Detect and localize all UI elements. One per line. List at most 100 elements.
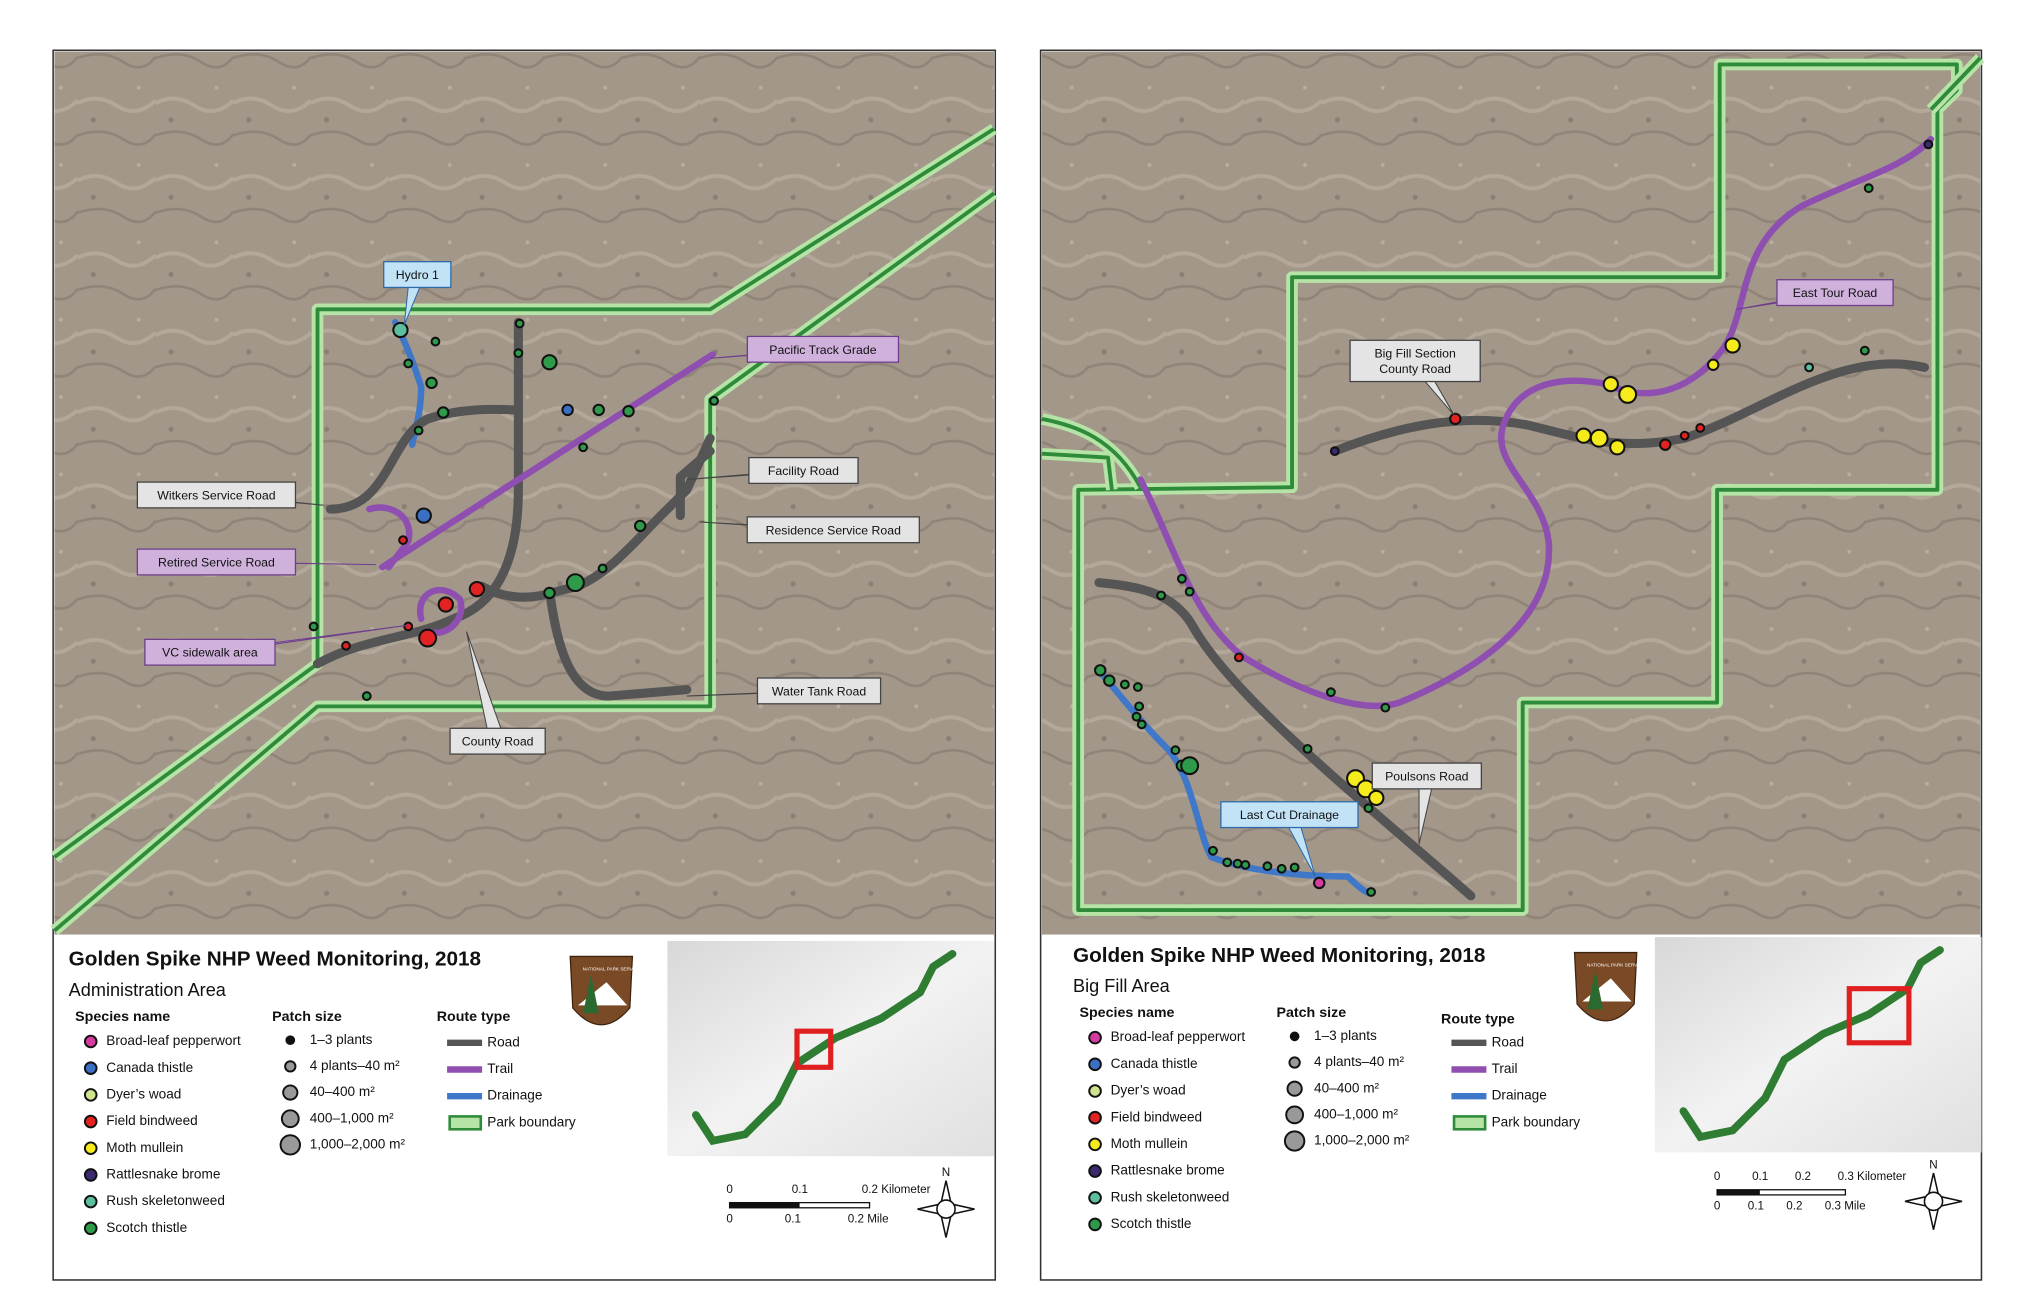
weed-patch: [308, 621, 319, 632]
callout-label: VC sidewalk area: [162, 646, 258, 660]
legend-size: [285, 1035, 296, 1046]
legend-label: Moth mullein: [106, 1140, 183, 1155]
scale-label: 0.3 Mile: [1825, 1200, 1866, 1213]
weed-patch: [1262, 861, 1273, 872]
callout-label: County Road: [1379, 362, 1451, 376]
inset-park: [1679, 946, 1944, 1142]
park-boundary: [53, 127, 996, 859]
legend-label: Trail: [487, 1061, 513, 1076]
weed-patch: [468, 580, 486, 598]
legend-heading: Patch size: [1276, 1005, 1346, 1021]
inset-extent: [794, 1028, 834, 1070]
legend-size: [1289, 1031, 1300, 1042]
weed-patch: [1804, 362, 1815, 373]
legend-swatch: [83, 1088, 98, 1102]
legend-size: [1283, 1130, 1306, 1152]
weed-patch: [1313, 876, 1326, 890]
legend-swatch: [1088, 1217, 1102, 1232]
weed-patch: [633, 519, 647, 533]
weed-patch: [597, 563, 608, 574]
weed-patch: [1706, 358, 1720, 371]
weed-patch: [418, 628, 438, 648]
weed-patch: [1180, 756, 1200, 776]
legend-size: [282, 1084, 299, 1101]
legend-label: Park boundary: [487, 1114, 576, 1129]
legend-label: Drainage: [487, 1088, 542, 1103]
legend-label: 1,000–2,000 m²: [310, 1136, 406, 1151]
legend-swatch: [83, 1061, 98, 1075]
weed-patch: [1589, 428, 1609, 448]
park-boundary: [53, 191, 996, 933]
weed-patch: [403, 358, 414, 369]
legend-swatch: [1452, 1115, 1487, 1131]
legend-label: Scotch thistle: [106, 1220, 187, 1235]
weed-patch: [437, 596, 454, 613]
inset-park: [692, 949, 957, 1146]
legend-label: 1,000–2,000 m²: [1314, 1133, 1410, 1148]
callout-box: [1349, 339, 1481, 383]
legend-label: Road: [1492, 1034, 1525, 1049]
nps-logo-tree: [583, 974, 599, 1014]
weed-patch: [565, 573, 585, 593]
legend-label: Scotch thistle: [1111, 1216, 1192, 1231]
legend-heading: Route type: [437, 1009, 511, 1025]
legend-label: 400–1,000 m²: [310, 1110, 394, 1125]
weed-patch: [1208, 845, 1218, 856]
weed-patch: [1363, 803, 1374, 814]
inset-map: [1654, 937, 1982, 1153]
weed-patch: [1449, 412, 1462, 426]
legend-label: Rattlesnake brome: [1111, 1163, 1225, 1178]
callout-box: [144, 638, 276, 666]
weed-patch: [1176, 573, 1187, 584]
compass-north: N: [942, 1166, 950, 1179]
weed-patch: [1276, 863, 1287, 874]
scale-label: 0.1: [1752, 1170, 1768, 1183]
weed-patch: [392, 321, 409, 339]
nps-logo-text: NATIONAL PARK SERVICE: [583, 967, 641, 972]
weed-patch: [1325, 687, 1336, 698]
scale-label: 0.1: [785, 1212, 801, 1225]
compass-center: [936, 1199, 956, 1219]
weed-patch: [578, 442, 589, 453]
weed-patch: [1863, 183, 1874, 194]
weed-patch: [1222, 857, 1233, 868]
scale-bar: [729, 1202, 800, 1208]
weed-patch: [1368, 789, 1385, 807]
scale-label: 0.3 Kilometer: [1838, 1170, 1907, 1183]
legend-label: Trail: [1492, 1061, 1518, 1076]
legend-size: [284, 1060, 297, 1073]
callout-label: Big Fill Section: [1374, 347, 1456, 361]
inset-extent: [1846, 986, 1912, 1046]
legend-swatch: [83, 1114, 98, 1129]
weed-patch: [1380, 702, 1391, 713]
scale-label: 0: [1714, 1170, 1721, 1183]
map-panel: Hydro 1 Pacific Track Grade Facility Road W…: [50, 49, 998, 1281]
weed-patch: [513, 348, 524, 359]
weed-patch: [1923, 139, 1934, 150]
callout-box: [449, 727, 546, 755]
scale-label: 0: [1714, 1200, 1721, 1213]
road: [325, 404, 523, 514]
legend-swatch: [83, 1194, 98, 1209]
legend-label: 4 plants–40 m²: [310, 1058, 400, 1073]
road: [675, 446, 715, 521]
weed-patch: [1103, 674, 1116, 687]
weed-patch: [1094, 664, 1107, 677]
weed-patch: [1609, 439, 1626, 456]
legend-label: Moth mullein: [1111, 1136, 1188, 1151]
weed-patch: [1233, 652, 1244, 663]
weed-patch: [1119, 679, 1130, 690]
weed-patch: [1618, 385, 1638, 404]
legend-label: 400–1,000 m²: [1314, 1106, 1398, 1121]
legend-label: Canada thistle: [1111, 1056, 1198, 1071]
nps-logo-text: NATIONAL PARK SERVICE: [1587, 963, 1645, 968]
weed-patch: [361, 691, 372, 701]
park-boundary: [1929, 56, 1982, 111]
legend-label: 1–3 plants: [1314, 1028, 1377, 1043]
scale-label: 0.2 Kilometer: [862, 1183, 931, 1196]
weed-patch: [413, 425, 424, 436]
callout-label: Water Tank Road: [772, 684, 867, 698]
callout-label: County Road: [462, 735, 534, 749]
